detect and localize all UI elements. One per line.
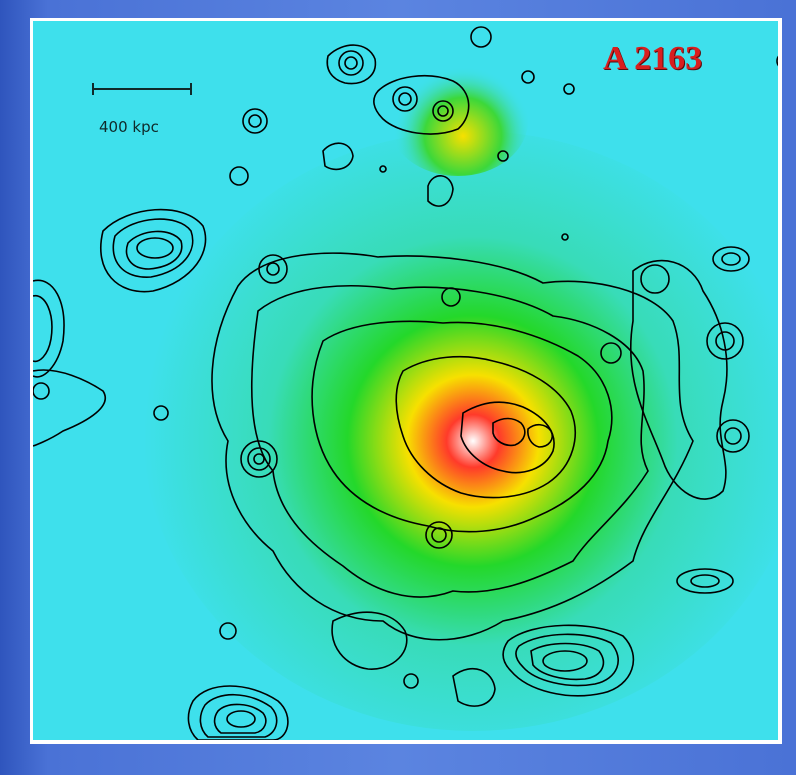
xray-northern-clump: [388, 66, 528, 176]
cluster-map: [33, 21, 778, 740]
scale-bar-label: 400 kpc: [99, 118, 159, 136]
cluster-title: A 2163: [603, 40, 703, 77]
xray-emission: [143, 131, 778, 731]
xray-radio-map: [33, 21, 778, 740]
radio-contours: [33, 26, 778, 740]
scale-bar: [92, 83, 192, 95]
